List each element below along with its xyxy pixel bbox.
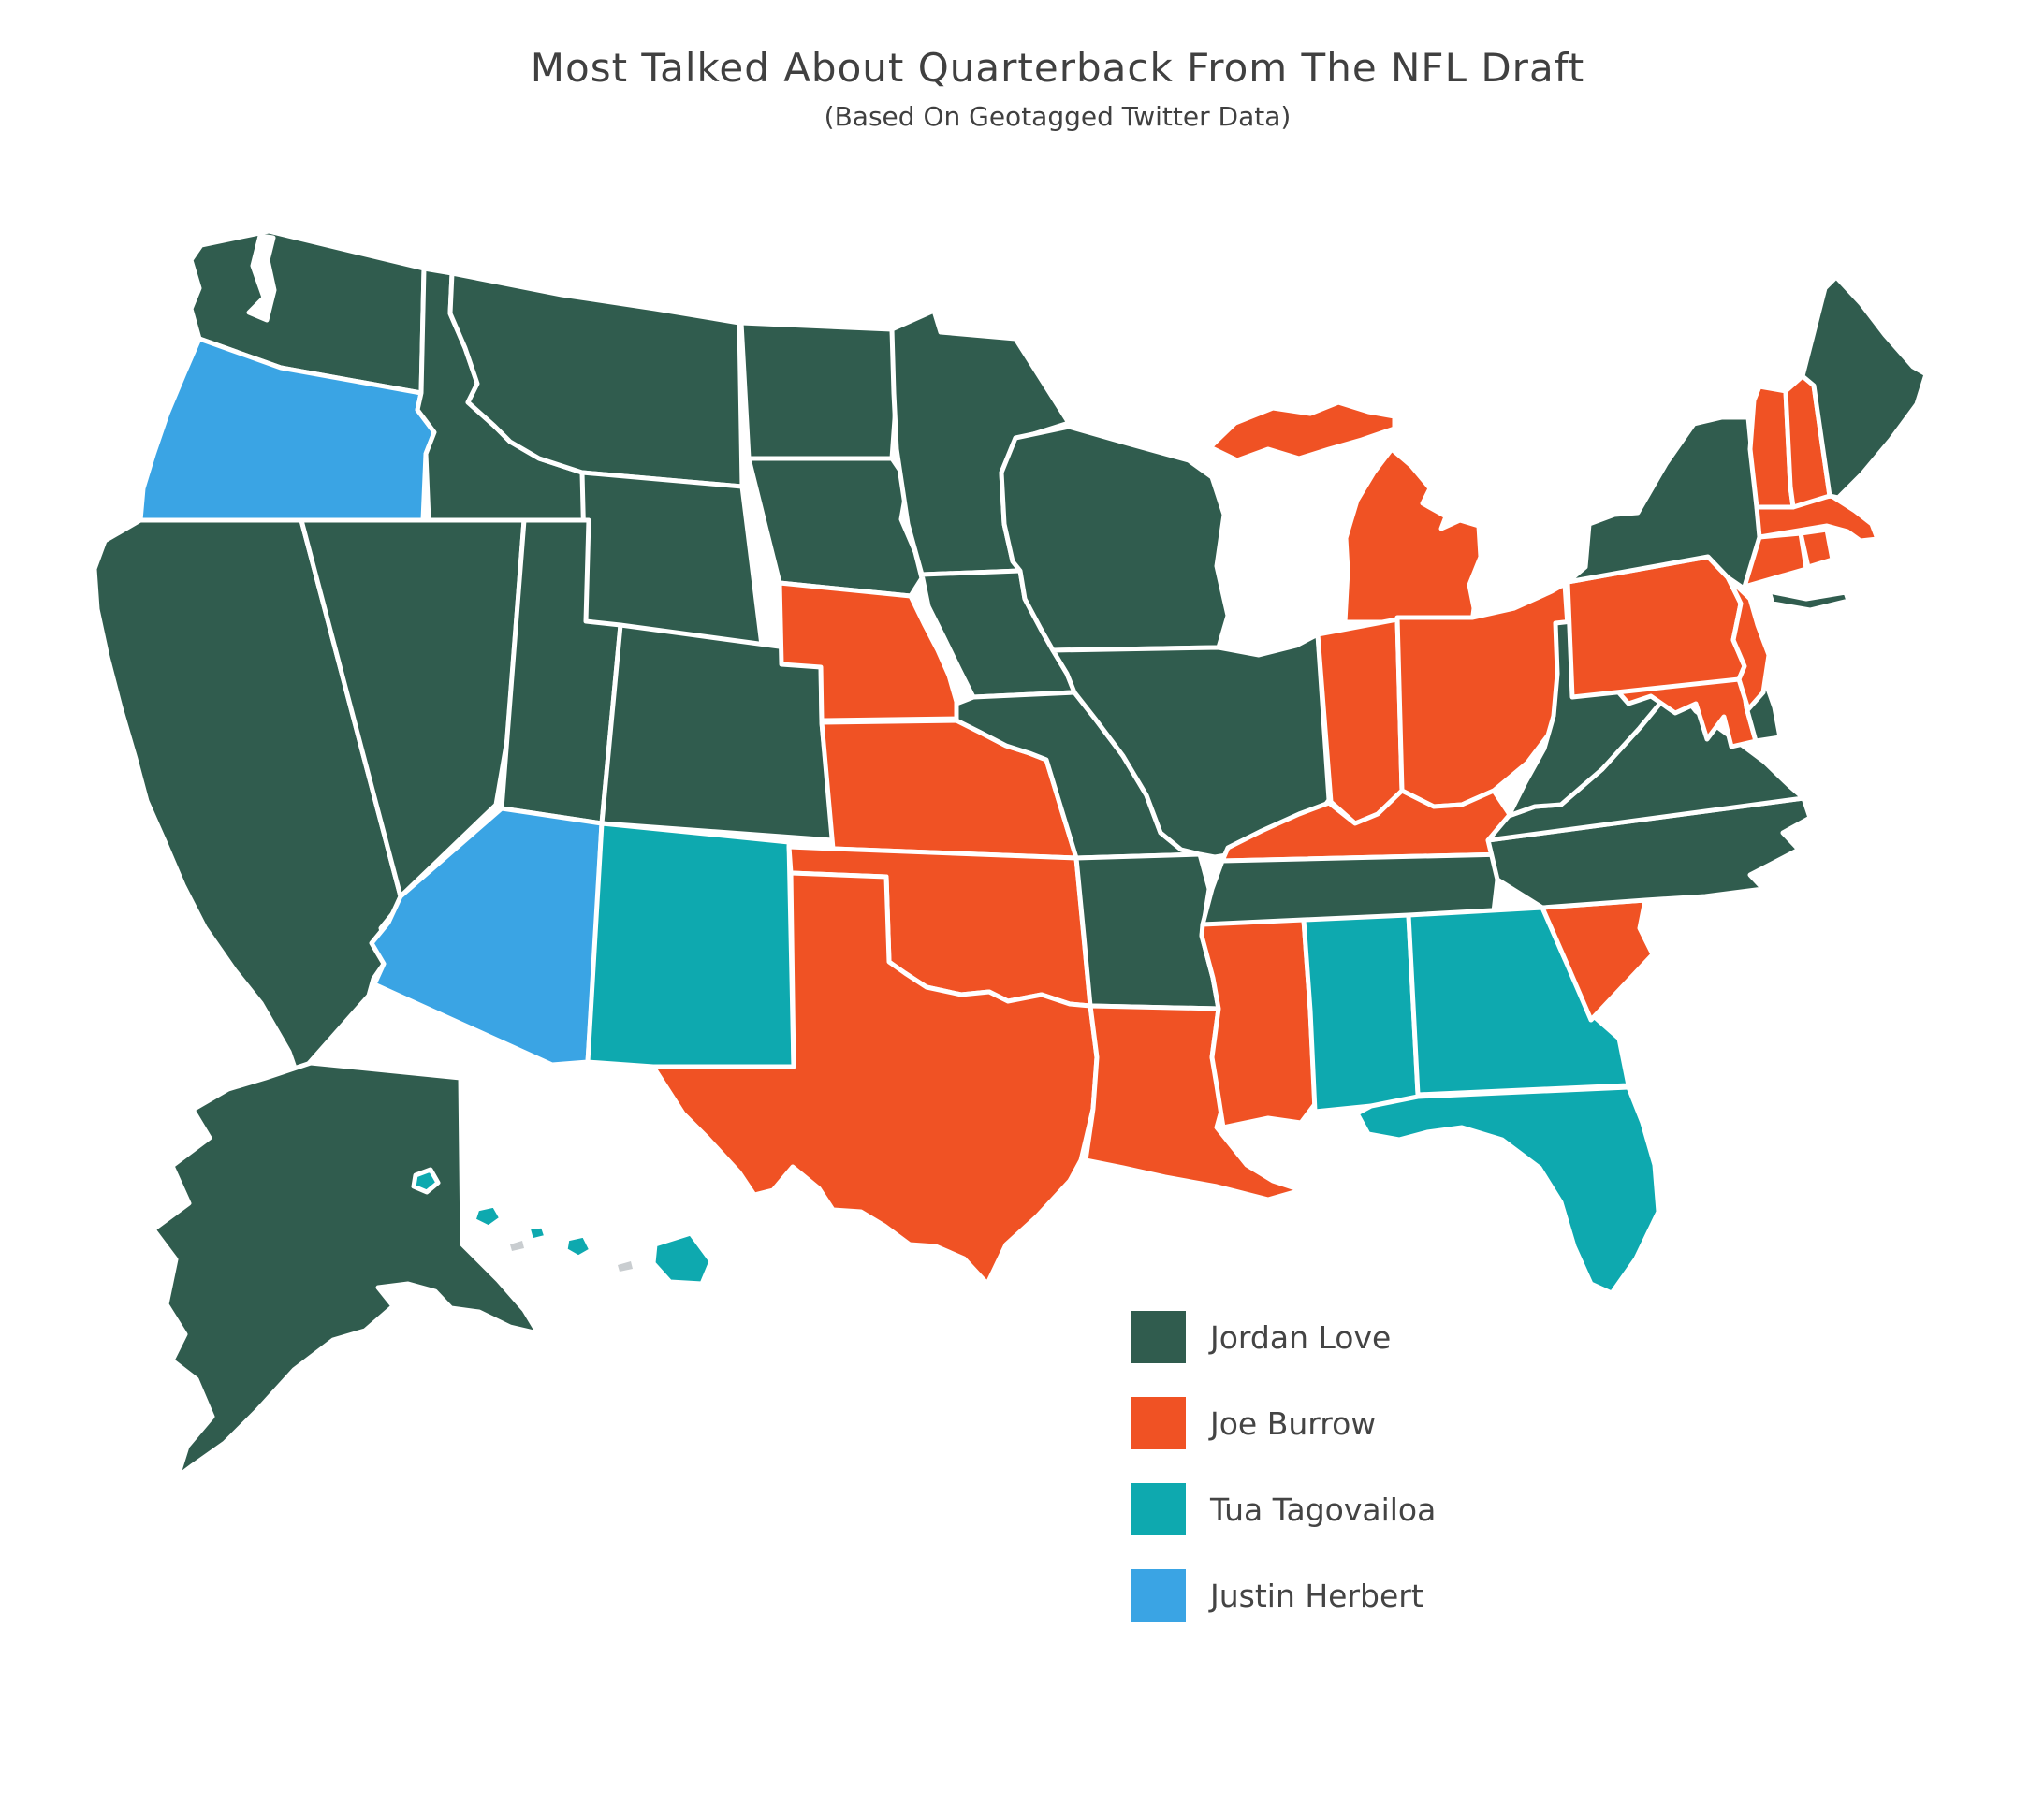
state-new-mexico[interactable]	[585, 821, 796, 1069]
legend-label: Tua Tagovailoa	[1210, 1491, 1437, 1528]
minor-islands-layer	[510, 1241, 633, 1272]
state-montana[interactable]	[447, 270, 745, 489]
state-new-jersey[interactable]	[1726, 575, 1772, 712]
legend-item-jordan-love[interactable]: Jordan Love	[1132, 1311, 1391, 1363]
chart-title: Most Talked About Quarterback From The N…	[530, 45, 1585, 91]
minor-island	[618, 1261, 633, 1272]
state-texas[interactable]	[650, 870, 1100, 1287]
legend-swatch-icon	[1132, 1483, 1186, 1535]
state-alaska[interactable]	[151, 1060, 541, 1479]
state-arkansas[interactable]	[1073, 851, 1221, 1011]
legend-swatch-icon	[1132, 1311, 1186, 1363]
state-rhode-island[interactable]	[1798, 527, 1835, 570]
state-wyoming[interactable]	[579, 470, 765, 648]
legend-item-justin-herbert[interactable]: Justin Herbert	[1132, 1569, 1424, 1622]
state-hawaii[interactable]	[411, 1167, 714, 1287]
legend-label: Jordan Love	[1210, 1318, 1392, 1356]
state-florida[interactable]	[1354, 1084, 1661, 1296]
state-south-dakota[interactable]	[746, 456, 925, 599]
minor-island	[510, 1241, 524, 1251]
state-mississippi[interactable]	[1199, 917, 1318, 1130]
states-layer	[92, 228, 1929, 1479]
legend-swatch-icon	[1132, 1397, 1186, 1449]
legend-item-tua-tagovailoa[interactable]: Tua Tagovailoa	[1132, 1483, 1436, 1535]
state-illinois[interactable]	[1050, 632, 1332, 860]
state-new-york[interactable]	[1565, 415, 1851, 613]
state-wisconsin[interactable]	[999, 424, 1231, 653]
legend-swatch-icon	[1132, 1569, 1186, 1622]
legend-label: Joe Burrow	[1210, 1404, 1377, 1442]
state-north-dakota[interactable]	[738, 320, 899, 461]
legend-item-joe-burrow[interactable]: Joe Burrow	[1132, 1397, 1376, 1449]
state-washington[interactable]	[188, 228, 427, 396]
state-michigan[interactable]	[1207, 400, 1483, 625]
legend-label: Justin Herbert	[1210, 1577, 1424, 1614]
state-maine[interactable]	[1800, 274, 1929, 501]
state-indiana[interactable]	[1315, 617, 1405, 826]
chart-subtitle: (Based On Geotagged Twitter Data)	[824, 101, 1292, 132]
state-north-carolina[interactable]	[1485, 795, 1813, 910]
